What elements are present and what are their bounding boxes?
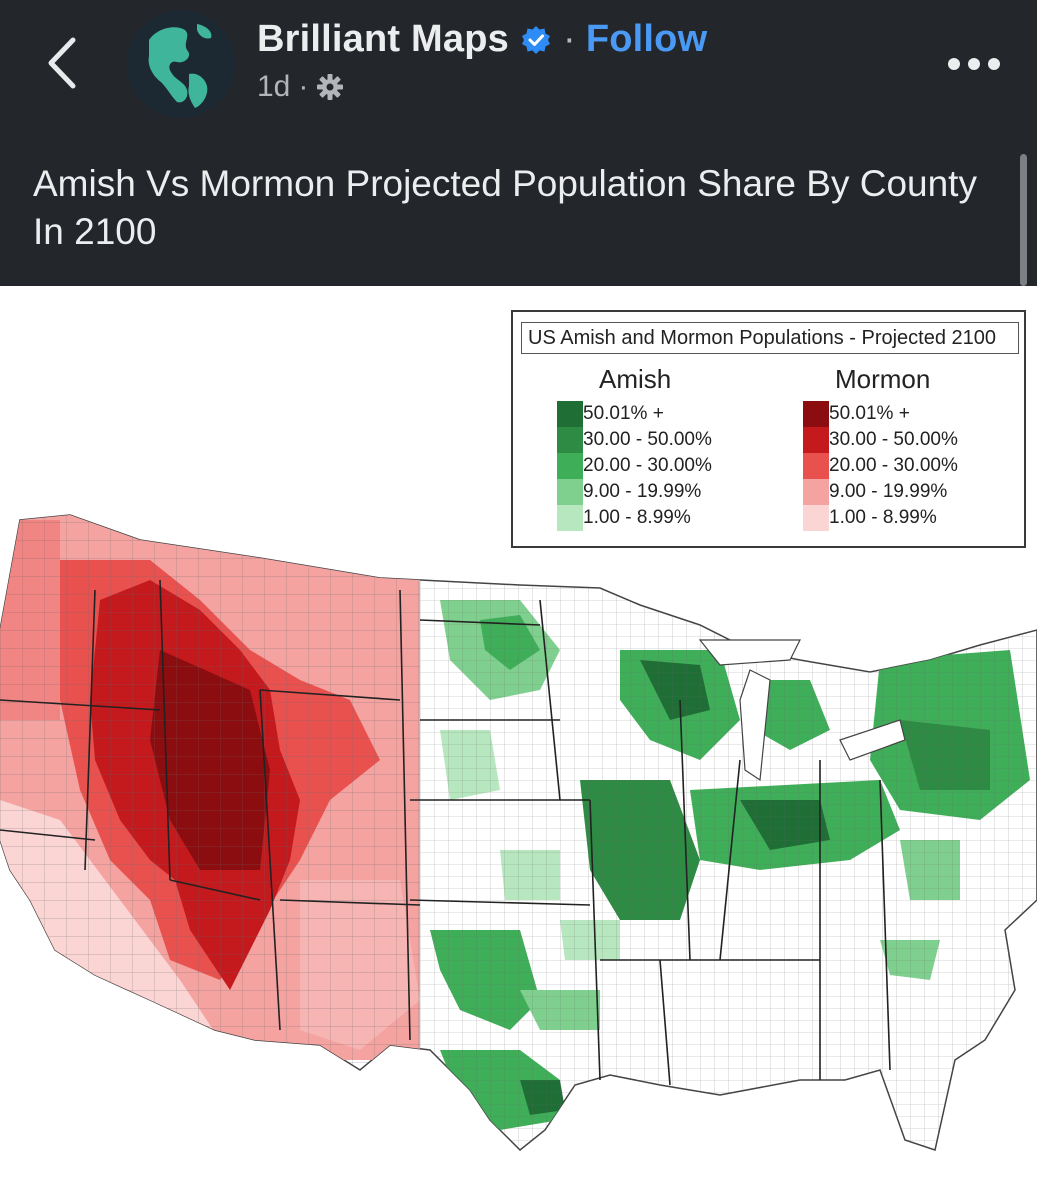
- legend-swatch: [557, 401, 583, 427]
- more-horizontal-icon: [948, 58, 1000, 70]
- avatar[interactable]: [127, 10, 235, 118]
- legend-title: US Amish and Mormon Populations - Projec…: [521, 322, 1019, 354]
- legend-swatch: [557, 453, 583, 479]
- legend-row: 20.00 - 30.00%: [557, 453, 712, 479]
- legend-label: 20.00 - 30.00%: [583, 455, 712, 476]
- legend-label: 9.00 - 19.99%: [583, 481, 702, 502]
- back-button[interactable]: [30, 28, 94, 98]
- legend-label: 30.00 - 50.00%: [829, 429, 958, 450]
- gear-icon: [317, 74, 344, 100]
- more-options-button[interactable]: [942, 44, 1006, 84]
- legend-row: 30.00 - 50.00%: [803, 427, 958, 453]
- follow-button[interactable]: Follow: [585, 18, 708, 60]
- chevron-left-icon: [48, 37, 76, 89]
- legend-label: 1.00 - 8.99%: [829, 507, 937, 528]
- page-name-row: Brilliant Maps · Follow: [257, 18, 707, 61]
- legend-label: 1.00 - 8.99%: [583, 507, 691, 528]
- legend-swatch: [803, 505, 829, 531]
- legend-mormon: Mormon 50.01% + 30.00 - 50.00% 20.00 - 3…: [803, 364, 958, 531]
- legend-mormon-heading: Mormon: [835, 364, 931, 394]
- legend-label: 9.00 - 19.99%: [829, 481, 948, 502]
- legend-swatch: [803, 427, 829, 453]
- scrollbar[interactable]: [1020, 154, 1027, 286]
- legend-swatch: [803, 479, 829, 505]
- legend-label: 20.00 - 30.00%: [829, 455, 958, 476]
- post-caption: Amish Vs Mormon Projected Population Sha…: [33, 163, 977, 252]
- legend-row: 50.01% +: [803, 401, 958, 427]
- legend-row: 30.00 - 50.00%: [557, 427, 712, 453]
- post-timestamp[interactable]: 1d: [257, 70, 291, 103]
- map-legend: US Amish and Mormon Populations - Projec…: [511, 310, 1026, 548]
- legend-row: 9.00 - 19.99%: [557, 479, 712, 505]
- legend-swatch: [803, 401, 829, 427]
- meta-separator: ·: [298, 70, 309, 103]
- legend-swatch: [803, 453, 829, 479]
- legend-row: 1.00 - 8.99%: [803, 505, 958, 531]
- legend-row: 20.00 - 30.00%: [803, 453, 958, 479]
- post-header: Brilliant Maps · Follow 1d ·: [0, 0, 1037, 286]
- legend-row: 9.00 - 19.99%: [803, 479, 958, 505]
- us-county-map: [0, 514, 1037, 1151]
- legend-label: 50.01% +: [829, 403, 910, 424]
- legend-label: 50.01% +: [583, 403, 664, 424]
- legend-swatch: [557, 505, 583, 531]
- page-name[interactable]: Brilliant Maps: [257, 18, 509, 60]
- legend-label: 30.00 - 50.00%: [583, 429, 712, 450]
- verified-badge-icon: [521, 25, 550, 54]
- post-meta: 1d ·: [257, 70, 344, 104]
- globe-icon: [127, 10, 235, 118]
- legend-row: 1.00 - 8.99%: [557, 505, 712, 531]
- separator-dot: ·: [562, 18, 576, 60]
- post-image[interactable]: US Amish and Mormon Populations - Projec…: [0, 286, 1037, 1200]
- legend-swatch: [557, 427, 583, 453]
- legend-swatch: [557, 479, 583, 505]
- legend-row: 50.01% +: [557, 401, 712, 427]
- legend-amish: Amish 50.01% + 30.00 - 50.00% 20.00 - 30…: [557, 364, 712, 531]
- legend-amish-heading: Amish: [599, 364, 672, 394]
